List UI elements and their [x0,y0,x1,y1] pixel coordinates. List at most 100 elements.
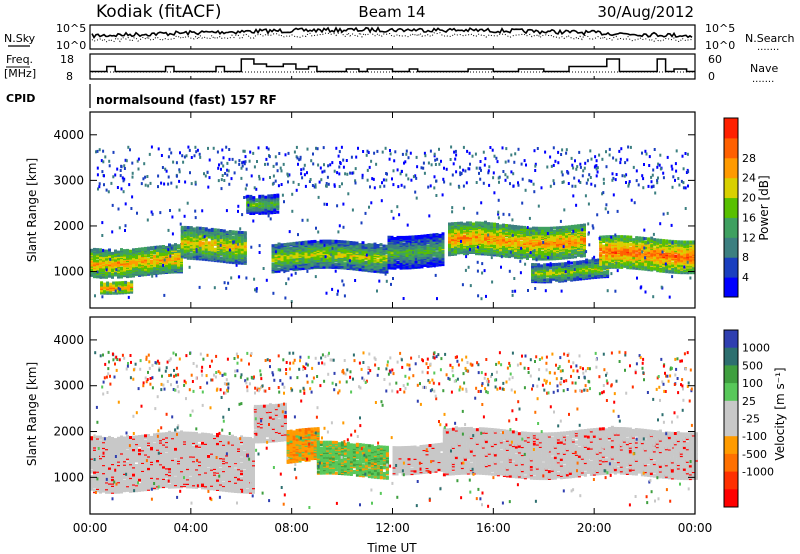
echo-cell [541,250,544,254]
echo-cell [605,252,609,256]
echo-cell [441,232,445,236]
echo-cell [680,240,684,244]
echo-cell [313,242,317,246]
echo-cell [448,225,451,229]
echo-cell [599,235,603,239]
echo-cell [213,252,217,256]
echo-cell [115,281,119,285]
echo-cell [475,223,478,227]
echo-cell [343,262,347,266]
echo-cell [583,230,586,234]
echo-cell [225,243,229,247]
echo-cell [343,253,347,256]
echo-cell [635,236,639,240]
echo-cell [310,242,314,246]
echo-cell [571,248,574,252]
echo-cell [537,272,541,276]
echo-cell [213,228,217,232]
echo-cell [258,194,262,198]
echo-cell [585,258,589,262]
echo-cell [605,260,609,264]
echo-cell [565,251,568,255]
echo-cell [277,267,281,271]
echo-cell [276,200,280,204]
echo-cell [405,256,409,260]
echo-cell [644,259,648,263]
echo-cell [225,239,229,243]
echo-cell [93,268,96,272]
echo-cell [301,267,305,271]
echo-cell [393,243,397,247]
echo-cell [546,265,550,269]
echo-cell [611,237,615,241]
echo-cell [558,262,562,266]
echo-cell [124,280,128,284]
echo-cell [571,243,574,247]
echo-cell [126,248,129,252]
echo-cell [225,230,229,234]
echo-cell [358,259,362,263]
echo-cell [460,233,463,236]
echo-cell [201,227,205,230]
echo-cell [580,223,583,227]
echo-cell [582,262,586,266]
echo-cell [599,266,603,270]
echo-cell [405,249,409,253]
echo-cell [573,263,577,267]
echo-cell [207,241,211,245]
echo-cell [568,244,571,248]
echo-cell [204,239,208,243]
echo-cell [295,241,299,245]
echo-cell [417,261,421,265]
echo-cell [396,235,400,239]
echo-cell [451,243,454,247]
echo-cell [192,244,196,248]
echo-cell [571,231,574,235]
echo-cell [174,243,177,247]
echo-cell [121,285,125,289]
echo-cell [222,238,226,242]
echo-cell [210,240,214,244]
freq-unit-label: [MHz] [4,67,36,80]
echo-cell [108,255,111,259]
echo-cell [276,193,280,197]
echo-cell [565,237,568,240]
echo-cell [597,272,601,276]
echo-cell [358,243,362,247]
echo-cell [367,243,371,247]
echo-cell [153,255,156,258]
echo-cell [295,254,299,258]
echo-cell [105,259,108,263]
echo-cell [201,233,205,237]
echo-cell [261,206,265,210]
echo-cell [310,240,314,244]
echo-cell [150,269,153,272]
station-title: Kodiak (fitACF) [96,2,222,22]
echo-cell [370,243,374,247]
echo-cell [580,253,583,257]
echo-cell [629,256,633,260]
echo-cell [130,287,134,291]
echo-cell [644,266,648,270]
echo-cell [156,261,159,265]
echo-cell [538,254,541,258]
echo-cell [680,264,684,268]
echo-cell [644,246,648,250]
echo-cell [686,253,690,256]
echo-cell [111,269,114,272]
echo-cell [292,241,296,245]
echo-cell [246,207,250,211]
echo-cell [544,243,547,247]
echo-cell [644,240,648,244]
echo-cell [379,246,383,250]
echo-cell [520,253,523,256]
echo-cell [411,263,415,267]
echo-cell [487,225,490,229]
echo-cell [198,250,202,254]
echo-cell [629,262,633,266]
echo-cell [481,236,484,240]
echo-cell [454,228,457,232]
echo-cell [520,240,523,244]
echo-cell [414,251,418,255]
echo-cell [271,259,275,262]
